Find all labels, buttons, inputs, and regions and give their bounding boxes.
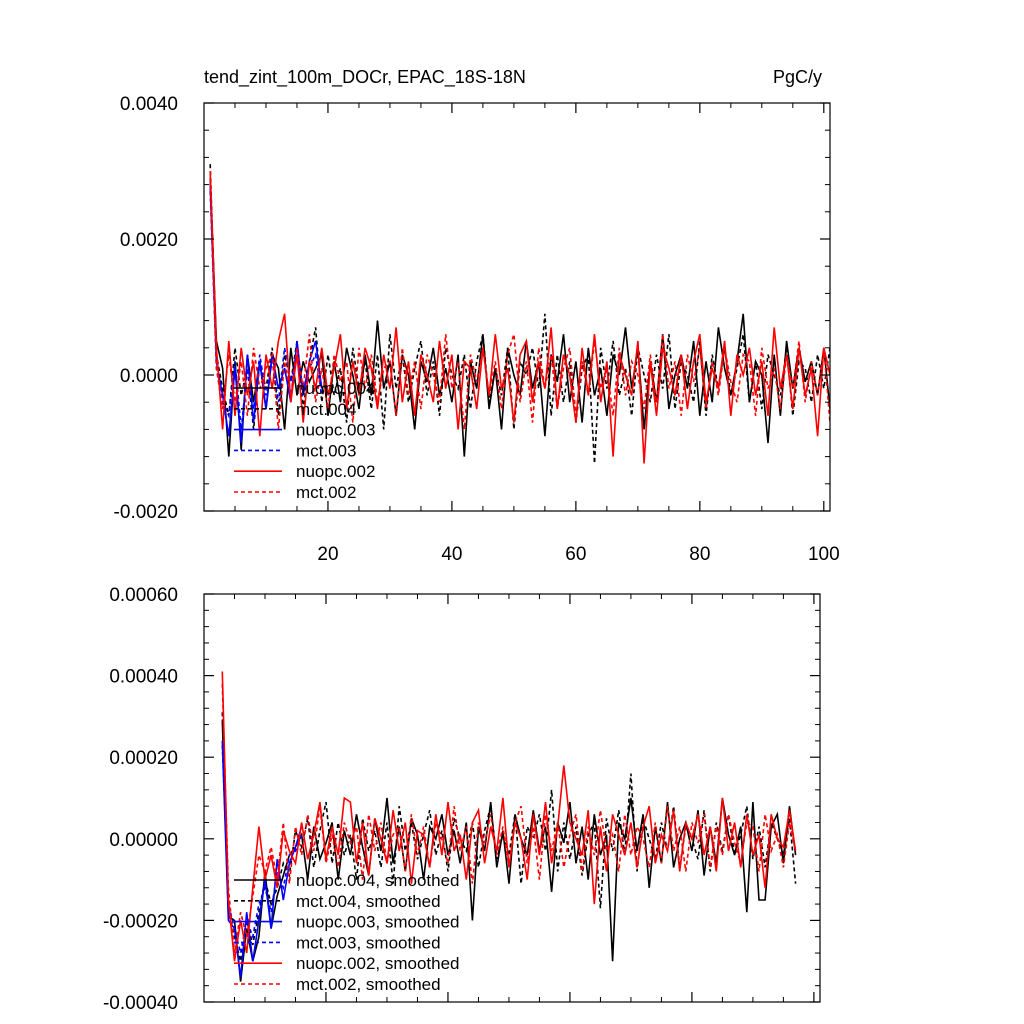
legend-label: mct.003, smoothed [296, 933, 441, 952]
y-tick-label: 0.0040 [120, 94, 178, 115]
legend-label: mct.002 [296, 483, 356, 502]
bottom-panel: -0.00040 -0.00020 0.00000 0.00020 0.00040 0.0… [103, 585, 821, 1014]
y-tick-label: 0.00000 [109, 830, 178, 851]
legend-label: nuopc.004 [296, 379, 375, 398]
legend-label: nuopc.002, smoothed [296, 954, 460, 973]
x-tick-label: 40 [441, 544, 462, 565]
legend-label: nuopc.002 [296, 462, 375, 481]
y-tick-label: 0.00060 [109, 585, 178, 606]
plot-frame [203, 593, 821, 1003]
plot-frame [203, 102, 831, 512]
chart-title: tend_zint_100m_DOCr, EPAC_18S-18N [204, 67, 526, 88]
series-line-mct-003-smoothed [221, 744, 303, 954]
series-line-mct-004-smoothed [221, 712, 797, 962]
legend-label: mct.002, smoothed [296, 975, 441, 994]
series-lines [221, 671, 797, 982]
legend-label: mct.004 [296, 400, 356, 419]
series-line-mct-002-smoothed [221, 683, 797, 954]
y-tick-label: -0.00040 [103, 993, 178, 1014]
x-tick-label: 60 [565, 544, 586, 565]
y-tick-label: -0.00020 [103, 911, 178, 932]
y-tick-label: 0.0020 [120, 230, 178, 251]
series-line-mct-003 [209, 191, 323, 430]
y-tick-label: 0.00020 [109, 748, 178, 769]
y-tick-label: -0.0020 [114, 502, 178, 523]
x-tick-label: 100 [808, 544, 840, 565]
legend-label: nuopc.003 [296, 421, 375, 440]
x-tick-label: 80 [689, 544, 710, 565]
y-tick-label: 0.00040 [109, 667, 178, 688]
legend: nuopc.004, smoothed mct.004, smoothed nuop… [234, 871, 460, 994]
legend-label: mct.003 [296, 441, 356, 460]
legend-label: nuopc.004, smoothed [296, 871, 460, 890]
legend-label: nuopc.003, smoothed [296, 913, 460, 932]
units-label: PgC/y [773, 67, 822, 87]
series-line-nuopc-002 [209, 170, 830, 464]
series-line-mct-002 [209, 177, 830, 430]
top-panel: tend_zint_100m_DOCr, EPAC_18S-18N PgC/y -0… [114, 67, 840, 565]
legend-label: mct.004, smoothed [296, 892, 441, 911]
y-tick-label: 0.0000 [120, 366, 178, 387]
x-tick-label: 20 [317, 544, 338, 565]
